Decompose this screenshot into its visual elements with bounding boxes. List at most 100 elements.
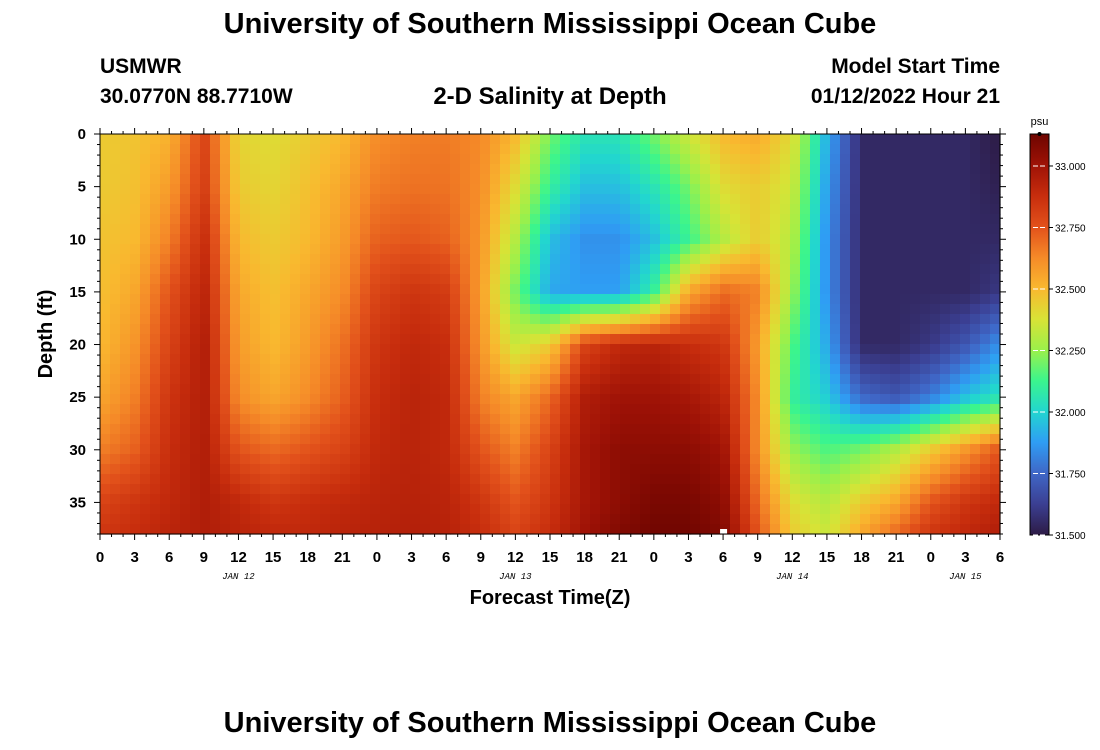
heatmap-cell	[510, 234, 521, 245]
heatmap-cell	[450, 144, 461, 155]
heatmap-cell	[360, 364, 371, 375]
heatmap-cell	[560, 394, 571, 405]
x-tick-label: 9	[200, 549, 208, 566]
heatmap-cell	[210, 494, 221, 505]
heatmap-cell	[910, 404, 921, 415]
heatmap-cell	[940, 444, 951, 455]
heatmap-cell	[520, 374, 531, 385]
heatmap-cell	[430, 154, 441, 165]
heatmap-cell	[830, 214, 841, 225]
heatmap-cell	[210, 464, 221, 475]
heatmap-cell	[810, 344, 821, 355]
heatmap-cell	[740, 224, 751, 235]
heatmap-cell	[880, 394, 891, 405]
heatmap-cell	[460, 304, 471, 315]
heatmap-cell	[610, 504, 621, 515]
heatmap-cell	[210, 224, 221, 235]
heatmap-cell	[190, 284, 201, 295]
heatmap-cell	[450, 494, 461, 505]
heatmap-cell	[590, 304, 601, 315]
heatmap-cell	[120, 204, 131, 215]
heatmap-cell	[930, 354, 941, 365]
heatmap-cell	[820, 494, 831, 505]
heatmap-cell	[210, 474, 221, 485]
heatmap-cell	[130, 344, 141, 355]
heatmap-cell	[850, 314, 861, 325]
heatmap-cell	[500, 134, 511, 145]
heatmap-cell	[540, 454, 551, 465]
heatmap-cell	[730, 354, 741, 365]
heatmap-cell	[800, 234, 811, 245]
heatmap-cell	[900, 314, 911, 325]
heatmap-cell	[770, 324, 781, 335]
heatmap-cell	[450, 264, 461, 275]
heatmap-cell	[690, 214, 701, 225]
heatmap-cell	[950, 414, 961, 425]
heatmap-cell	[650, 184, 661, 195]
heatmap-cell	[740, 184, 751, 195]
heatmap-cell	[440, 474, 451, 485]
heatmap-cell	[430, 454, 441, 465]
heatmap-cell	[310, 204, 321, 215]
heatmap-cell	[180, 444, 191, 455]
heatmap-cell	[880, 324, 891, 335]
x-tick-label: 9	[754, 549, 762, 566]
heatmap-cell	[400, 314, 411, 325]
heatmap-cell	[380, 434, 391, 445]
heatmap-cell	[310, 164, 321, 175]
heatmap-cell	[910, 334, 921, 345]
heatmap-cell	[320, 174, 331, 185]
heatmap-cell	[690, 284, 701, 295]
heatmap-cell	[750, 504, 761, 515]
heatmap-cell	[160, 404, 171, 415]
heatmap-cell	[910, 344, 921, 355]
heatmap-cell	[950, 454, 961, 465]
heatmap-cell	[730, 244, 741, 255]
heatmap-cell	[970, 184, 981, 195]
heatmap-cell	[810, 404, 821, 415]
heatmap-cell	[950, 254, 961, 265]
heatmap-cell	[530, 384, 541, 395]
heatmap-cell	[950, 314, 961, 325]
heatmap-cell	[450, 364, 461, 375]
heatmap-cell	[280, 474, 291, 485]
heatmap-cell	[260, 484, 271, 495]
heatmap-cell	[680, 434, 691, 445]
heatmap-cell	[480, 364, 491, 375]
heatmap-cell	[600, 134, 611, 145]
heatmap-cell	[390, 164, 401, 175]
heatmap-cell	[630, 144, 641, 155]
heatmap-cell	[350, 474, 361, 485]
heatmap-cell	[620, 364, 631, 375]
heatmap-cell	[500, 444, 511, 455]
heatmap-cell	[340, 204, 351, 215]
heatmap-cell	[800, 434, 811, 445]
heatmap-cell	[860, 284, 871, 295]
heatmap-cell	[310, 404, 321, 415]
heatmap-cell	[670, 244, 681, 255]
heatmap-cell	[370, 494, 381, 505]
heatmap-cell	[330, 254, 341, 265]
heatmap-cell	[850, 494, 861, 505]
heatmap-cell	[120, 164, 131, 175]
heatmap-cell	[660, 294, 671, 305]
heatmap-cell	[770, 464, 781, 475]
heatmap-cell	[340, 524, 351, 535]
heatmap-cell	[890, 274, 901, 285]
heatmap-cell	[430, 504, 441, 515]
heatmap-cell	[310, 524, 321, 535]
heatmap-cell	[240, 164, 251, 175]
heatmap-cell	[240, 294, 251, 305]
heatmap-cell	[780, 374, 791, 385]
heatmap-cell	[350, 524, 361, 535]
heatmap-cell	[120, 244, 131, 255]
heatmap-cell	[720, 474, 731, 485]
heatmap-cell	[110, 524, 121, 535]
heatmap-cell	[840, 164, 851, 175]
heatmap-cell	[300, 204, 311, 215]
heatmap-cell	[570, 134, 581, 145]
heatmap-cell	[730, 214, 741, 225]
heatmap-cell	[990, 384, 1001, 395]
heatmap-cell	[800, 384, 811, 395]
heatmap-cell	[290, 334, 301, 345]
